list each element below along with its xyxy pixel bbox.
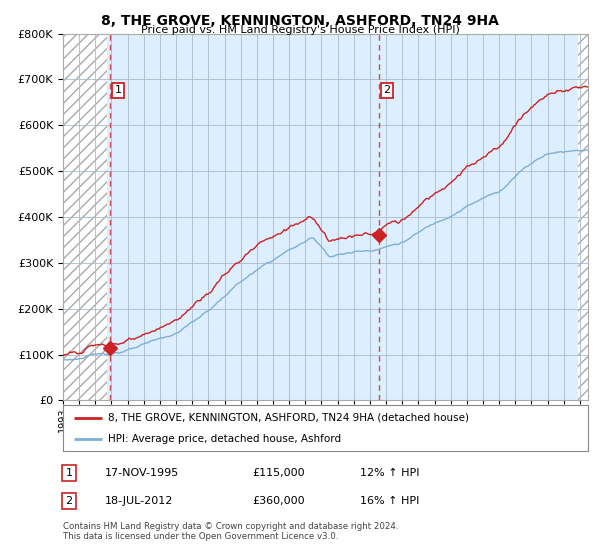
Text: 2: 2 (383, 86, 391, 95)
Text: £115,000: £115,000 (252, 468, 305, 478)
Text: 18-JUL-2012: 18-JUL-2012 (105, 496, 173, 506)
Text: 1: 1 (115, 86, 121, 95)
Bar (63, 34, 107, 400)
Text: 17-NOV-1995: 17-NOV-1995 (105, 468, 179, 478)
Text: 8, THE GROVE, KENNINGTON, ASHFORD, TN24 9HA (detached house): 8, THE GROVE, KENNINGTON, ASHFORD, TN24 … (107, 413, 469, 423)
Text: 16% ↑ HPI: 16% ↑ HPI (360, 496, 419, 506)
Text: Contains HM Land Registry data © Crown copyright and database right 2024.
This d: Contains HM Land Registry data © Crown c… (63, 522, 398, 542)
Text: Price paid vs. HM Land Registry's House Price Index (HPI): Price paid vs. HM Land Registry's House … (140, 25, 460, 35)
Text: 2: 2 (65, 496, 73, 506)
Text: £360,000: £360,000 (252, 496, 305, 506)
Bar (578, 34, 588, 400)
Text: 1: 1 (65, 468, 73, 478)
Text: HPI: Average price, detached house, Ashford: HPI: Average price, detached house, Ashf… (107, 435, 341, 444)
Text: 8, THE GROVE, KENNINGTON, ASHFORD, TN24 9HA: 8, THE GROVE, KENNINGTON, ASHFORD, TN24 … (101, 14, 499, 28)
Text: 12% ↑ HPI: 12% ↑ HPI (360, 468, 419, 478)
